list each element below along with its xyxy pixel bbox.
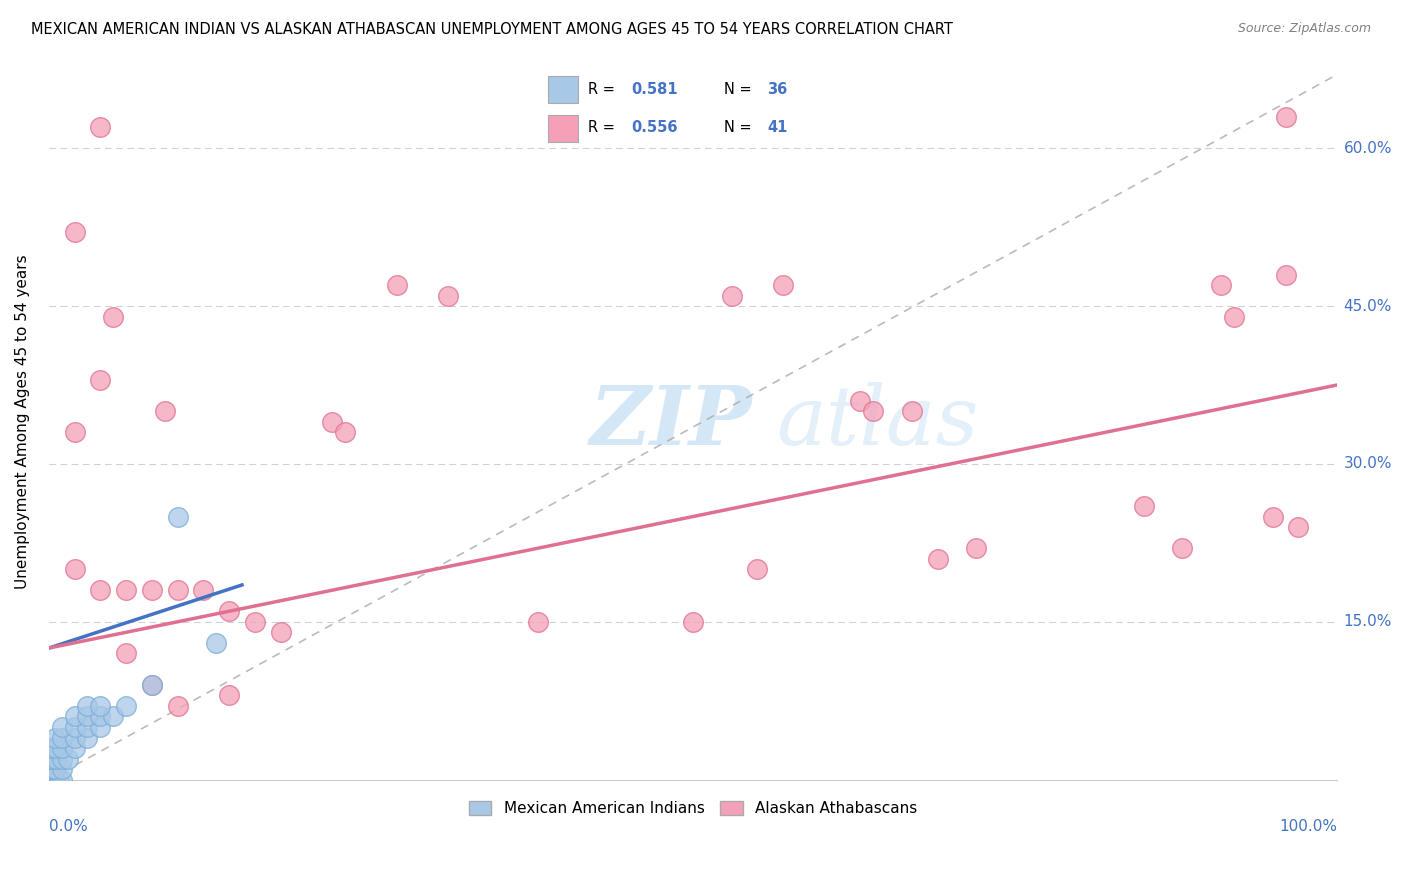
Point bbox=[89, 709, 111, 723]
Point bbox=[193, 583, 215, 598]
Point bbox=[63, 720, 86, 734]
Point bbox=[270, 625, 292, 640]
Point bbox=[965, 541, 987, 555]
Text: 60.0%: 60.0% bbox=[1344, 141, 1392, 156]
Point bbox=[38, 772, 60, 787]
Point bbox=[218, 604, 240, 618]
Point bbox=[51, 720, 73, 734]
Point bbox=[51, 772, 73, 787]
Point bbox=[115, 583, 138, 598]
Point bbox=[38, 751, 60, 765]
Point bbox=[51, 741, 73, 756]
Point bbox=[48, 772, 70, 787]
Point bbox=[901, 404, 924, 418]
Point bbox=[772, 278, 794, 293]
Point bbox=[166, 698, 188, 713]
Point bbox=[44, 772, 66, 787]
Point bbox=[385, 278, 408, 293]
Point bbox=[76, 709, 98, 723]
Point bbox=[63, 741, 86, 756]
Point bbox=[63, 562, 86, 576]
Point bbox=[205, 636, 228, 650]
Y-axis label: Unemployment Among Ages 45 to 54 years: Unemployment Among Ages 45 to 54 years bbox=[15, 254, 30, 589]
Point bbox=[44, 762, 66, 776]
Point bbox=[115, 646, 138, 660]
Point bbox=[41, 772, 63, 787]
Point bbox=[243, 615, 266, 629]
Text: 0.0%: 0.0% bbox=[49, 819, 87, 834]
Point bbox=[44, 731, 66, 745]
Point bbox=[101, 310, 124, 324]
Point bbox=[1133, 499, 1156, 513]
Point bbox=[89, 373, 111, 387]
Point bbox=[862, 404, 884, 418]
Text: Source: ZipAtlas.com: Source: ZipAtlas.com bbox=[1237, 22, 1371, 36]
Point bbox=[76, 698, 98, 713]
Point bbox=[321, 415, 343, 429]
Point bbox=[849, 393, 872, 408]
Point bbox=[166, 509, 188, 524]
Point bbox=[927, 551, 949, 566]
Point bbox=[63, 731, 86, 745]
Point bbox=[437, 288, 460, 302]
Legend: Mexican American Indians, Alaskan Athabascans: Mexican American Indians, Alaskan Athaba… bbox=[463, 795, 924, 822]
Point bbox=[682, 615, 704, 629]
Point bbox=[1274, 110, 1296, 124]
Point bbox=[1171, 541, 1194, 555]
Point bbox=[115, 698, 138, 713]
Point bbox=[89, 120, 111, 135]
Point bbox=[51, 762, 73, 776]
Text: 45.0%: 45.0% bbox=[1344, 299, 1392, 314]
Point bbox=[63, 226, 86, 240]
Point bbox=[45, 751, 67, 765]
Point bbox=[56, 751, 79, 765]
Point bbox=[38, 762, 60, 776]
Point bbox=[38, 741, 60, 756]
Text: 30.0%: 30.0% bbox=[1344, 457, 1392, 472]
Point bbox=[747, 562, 769, 576]
Point bbox=[333, 425, 356, 440]
Point bbox=[44, 741, 66, 756]
Point bbox=[63, 425, 86, 440]
Point bbox=[1209, 278, 1232, 293]
Point bbox=[153, 404, 176, 418]
Point bbox=[51, 731, 73, 745]
Point bbox=[89, 583, 111, 598]
Point bbox=[1223, 310, 1246, 324]
Point bbox=[166, 583, 188, 598]
Point bbox=[1261, 509, 1284, 524]
Point bbox=[51, 751, 73, 765]
Point bbox=[76, 720, 98, 734]
Point bbox=[101, 709, 124, 723]
Point bbox=[63, 709, 86, 723]
Text: ZIP: ZIP bbox=[591, 382, 752, 462]
Point bbox=[527, 615, 550, 629]
Text: MEXICAN AMERICAN INDIAN VS ALASKAN ATHABASCAN UNEMPLOYMENT AMONG AGES 45 TO 54 Y: MEXICAN AMERICAN INDIAN VS ALASKAN ATHAB… bbox=[31, 22, 953, 37]
Point bbox=[141, 678, 163, 692]
Point bbox=[1286, 520, 1309, 534]
Point bbox=[41, 762, 63, 776]
Point bbox=[76, 731, 98, 745]
Point bbox=[218, 689, 240, 703]
Point bbox=[41, 751, 63, 765]
Point bbox=[141, 678, 163, 692]
Point bbox=[1274, 268, 1296, 282]
Text: 15.0%: 15.0% bbox=[1344, 615, 1392, 629]
Point bbox=[720, 288, 742, 302]
Point bbox=[89, 698, 111, 713]
Point bbox=[89, 720, 111, 734]
Point bbox=[141, 583, 163, 598]
Text: atlas: atlas bbox=[776, 382, 979, 462]
Text: 100.0%: 100.0% bbox=[1279, 819, 1337, 834]
